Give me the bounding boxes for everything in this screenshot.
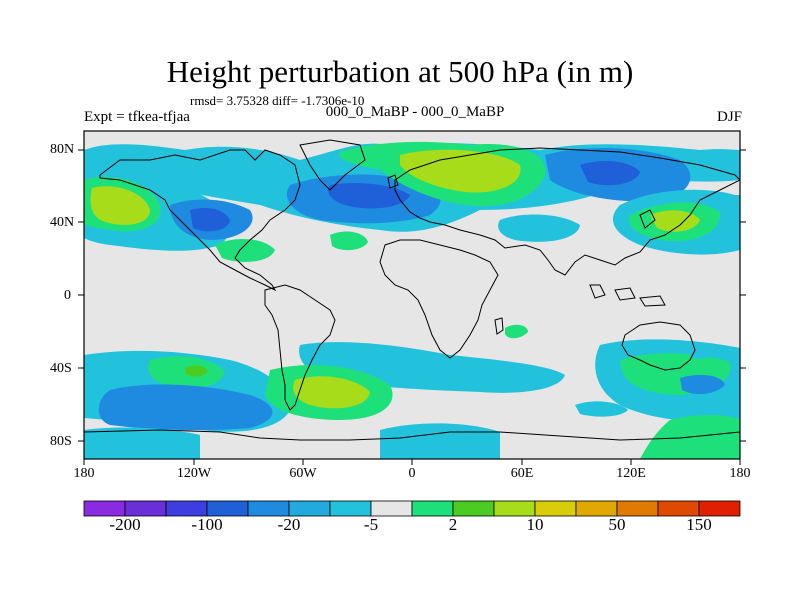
contour-siberia-darkblue [580,160,640,186]
contour-atlantic-green [330,231,368,251]
coastlines [84,139,740,441]
contour-nwpacific-yellow [650,210,700,232]
colorbar-box [657,500,700,517]
lon-ticks [83,459,741,465]
colorbar-box [698,500,741,517]
contour-sh-pacific-blue [98,384,273,431]
colorbar-box [575,500,618,517]
colorbar-label: -200 [109,515,141,534]
lon-tick-0: 0 [408,466,416,481]
lat-tick-80s: 80S [50,434,72,449]
lat-tick-0: 0 [64,288,71,303]
experiment-label: Expt = tfkea-tfjaa [84,109,190,125]
coastline-maritime-3 [639,295,666,307]
contour-sh-cyan-small [575,401,628,417]
coastline-australia [621,321,696,371]
contour-mexico-green [215,238,275,262]
contour-madagascar-green [505,324,528,339]
colorbar-label: 10 [526,515,544,534]
coastline-japan [639,209,656,229]
coastline-maritime-2 [614,287,636,301]
coastline-greenland [299,139,366,191]
lon-tick-120w: 120W [176,466,212,481]
colorbar-box [124,500,167,517]
colorbar-box [83,500,126,517]
colorbar-label: 150 [686,515,712,534]
coastline-africa [379,239,499,359]
lon-tick-180e: 180 [729,466,751,481]
contour-eurasia-yellow [400,149,521,193]
coastline-madagascar [494,317,504,335]
period-label: 000_0_MaBP - 000_0_MaBP [325,104,505,120]
colorbar-box [411,500,454,517]
contour-india-cyan [498,214,580,242]
colorbar-box [616,500,659,517]
lat-tick-40s: 40S [50,361,72,376]
lat-tick-80n: 80N [50,142,75,157]
colorbar-box [370,500,413,517]
lat-ticks [78,149,746,442]
contour-australia-cyan [690,349,712,359]
colorbar-box [452,500,495,517]
colorbar-label: -5 [363,515,379,534]
contour-antarctic-cyan-mid [380,423,500,459]
plot-title: Height perturbation at 500 hPa (in m) [166,54,634,89]
contour-atlantic-darkblue [328,183,410,209]
lon-tick-180w: 180 [73,466,95,481]
contour-pacific-west-yellow [90,186,150,225]
contour-field [84,141,740,459]
contour-namerica-darkblue [190,208,230,232]
colorbar-label: -20 [277,515,301,534]
contour-antarctic-cyan-west [84,427,200,459]
lat-tick-40n: 40N [50,215,75,230]
colorbar-box [165,500,208,517]
coastline-eurasia [394,147,740,276]
coastline-uk [387,174,399,189]
contour-sh-indian-blue [680,374,725,395]
lon-tick-120e: 120E [616,466,646,481]
lon-tick-60w: 60W [289,466,317,481]
coastline-north-america [99,149,301,292]
colorbar-box [493,500,536,517]
stats-label: rmsd= 3.75328 diff= -1.7306e-10 [190,93,365,108]
contour-sh-pacific-dgreen [185,365,208,377]
colorbar-box [329,500,372,517]
coastline-south-america [264,284,336,411]
colorbar-box [534,500,577,517]
colorbar-box [247,500,290,517]
season-label: DJF [716,109,742,125]
colorbar-label: 2 [448,515,458,534]
contour-sh-southatlantic-yellow [293,376,370,409]
colorbar [83,500,741,517]
coastline-maritime-1 [589,284,606,299]
colorbar-box [288,500,331,517]
coastline-antarctica [84,429,740,441]
colorbar-label: -100 [191,515,223,534]
lon-tick-60e: 60E [510,466,534,481]
colorbar-box [206,500,249,517]
colorbar-label: 50 [608,515,626,534]
